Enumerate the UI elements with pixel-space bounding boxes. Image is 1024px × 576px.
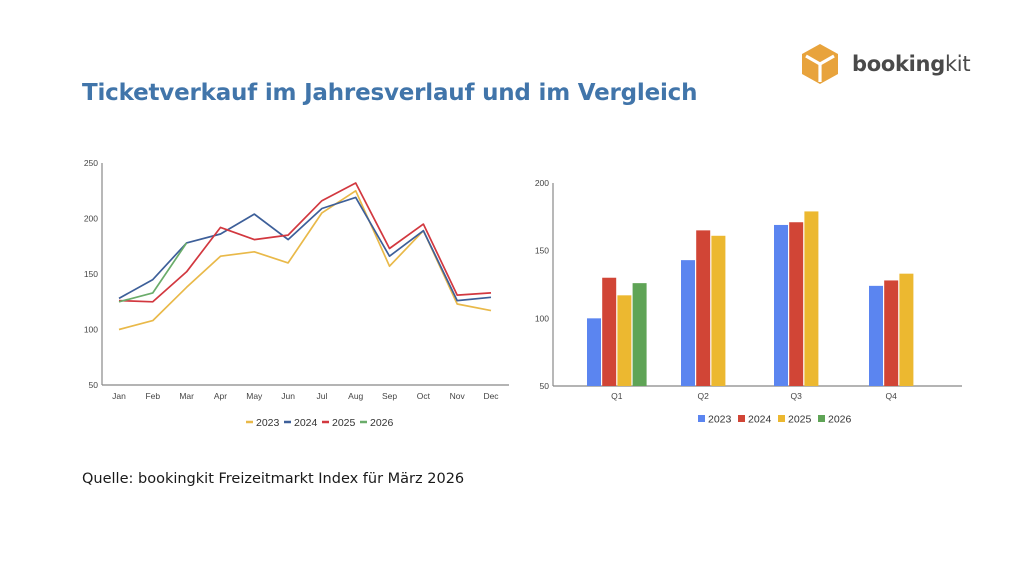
legend-label-2025: 2025	[788, 414, 812, 426]
legend-label-2023: 2023	[708, 414, 732, 426]
bar-Q2-2025	[711, 235, 726, 386]
y-tick-label: 50	[540, 381, 550, 391]
y-tick-label: 50	[89, 380, 99, 390]
x-tick-label: Aug	[348, 391, 363, 401]
y-tick-label: 100	[535, 313, 549, 323]
series-line-2024	[118, 196, 492, 302]
x-tick-label: Oct	[417, 391, 431, 401]
x-tick-label: Q2	[698, 391, 710, 401]
bookingkit-logo: bookingkit	[800, 42, 971, 86]
bar-Q1-2025	[617, 295, 632, 386]
series-line-2025	[118, 182, 492, 303]
legend-label-2025: 2025	[332, 417, 356, 429]
x-tick-label: Jan	[112, 391, 126, 401]
y-tick-label: 200	[84, 214, 98, 224]
x-tick-label: Sep	[382, 391, 397, 401]
bar-Q1-2023	[587, 318, 601, 386]
legend-swatch-2025	[778, 415, 785, 422]
x-tick-label: Q1	[611, 391, 623, 401]
legend-label-2023: 2023	[256, 417, 280, 429]
cube-logo-icon	[802, 44, 838, 84]
x-tick-label: Nov	[450, 391, 466, 401]
legend-label-2024: 2024	[294, 417, 318, 429]
legend-swatch-2023	[698, 415, 705, 422]
x-tick-label: Jul	[316, 391, 327, 401]
page-title: Ticketverkauf im Jahresverlauf und im Ve…	[82, 80, 698, 106]
y-tick-label: 150	[84, 269, 98, 279]
legend-swatch-2024	[738, 415, 745, 422]
bar-Q2-2023	[681, 260, 695, 386]
logo-wordmark: bookingkit	[852, 52, 971, 76]
bar-Q2-2024	[696, 230, 711, 386]
x-tick-label: Q3	[791, 391, 803, 401]
y-tick-label: 250	[84, 158, 98, 168]
bar-Q1-2026	[632, 283, 647, 386]
legend-label-2026: 2026	[370, 417, 394, 429]
logo-text-light: kit	[944, 52, 971, 76]
x-tick-label: Q4	[886, 391, 898, 401]
x-tick-label: Apr	[214, 391, 227, 401]
y-tick-label: 100	[84, 325, 98, 335]
y-tick-label: 200	[535, 178, 549, 188]
series-line-2026	[118, 242, 188, 303]
legend-label-2026: 2026	[828, 414, 852, 426]
bar-Q4-2025	[899, 273, 914, 386]
bar-Q3-2023	[774, 224, 788, 386]
y-tick-label: 150	[535, 246, 549, 256]
x-tick-label: Dec	[483, 391, 499, 401]
source-note: Quelle: bookingkit Freizeitmarkt Index f…	[82, 471, 465, 487]
bar-Q3-2025	[804, 211, 819, 386]
bar-Q1-2024	[602, 277, 617, 386]
x-tick-label: Jun	[281, 391, 295, 401]
bar-Q4-2024	[884, 280, 899, 386]
bar-Q3-2024	[789, 222, 804, 386]
x-tick-label: Mar	[179, 391, 194, 401]
legend-swatch-2026	[818, 415, 825, 422]
x-tick-label: Feb	[145, 391, 160, 401]
bar-Q4-2023	[869, 285, 883, 386]
x-tick-label: May	[246, 391, 263, 401]
legend-label-2024: 2024	[748, 414, 772, 426]
logo-text-bold: booking	[852, 52, 945, 76]
